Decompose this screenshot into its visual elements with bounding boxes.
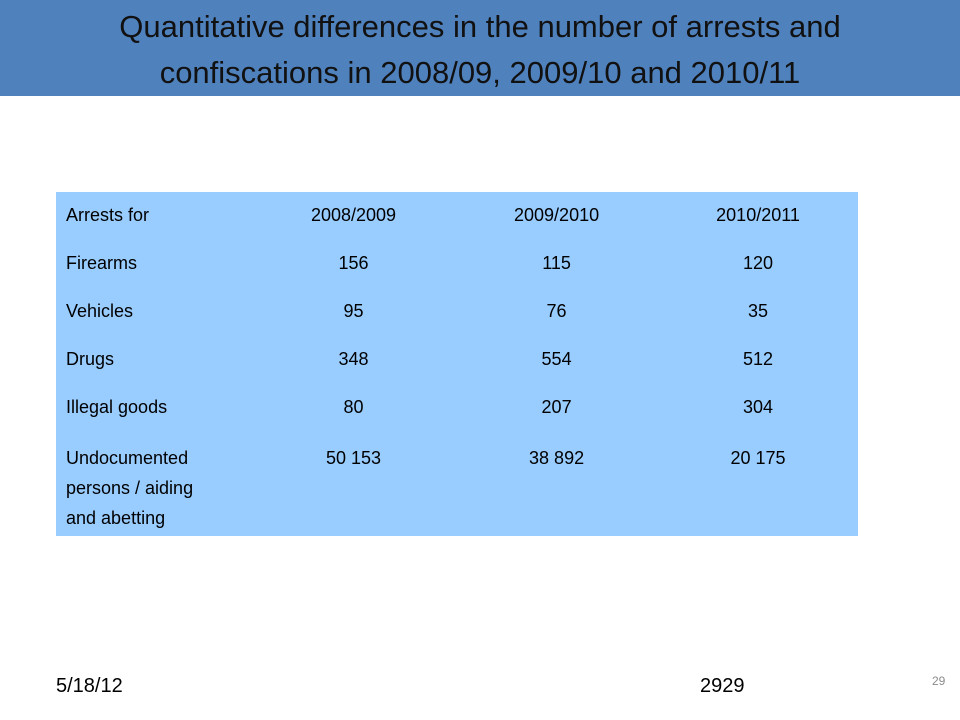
cell-2009-2010: 38 892 xyxy=(529,448,585,468)
footer-date: 5/18/12 xyxy=(56,675,123,697)
table-row-firearms: Firearms 156 115 120 xyxy=(56,240,858,288)
cell-2009-2010: 207 xyxy=(541,397,572,417)
cell-2009-2010: 76 xyxy=(546,301,567,321)
row-label-line-2: persons / aiding xyxy=(66,478,194,498)
cell-2010-2011: 512 xyxy=(743,349,774,369)
cell-2009-2010: 554 xyxy=(541,349,572,369)
row-label-line-1: Undocumented xyxy=(66,448,189,468)
row-label: Vehicles xyxy=(66,301,134,321)
cell-2008-2009: 348 xyxy=(338,349,369,369)
cell-2010-2011: 120 xyxy=(743,253,774,273)
table-row-undocumented-persons: Undocumented persons / aiding and abetti… xyxy=(56,432,858,533)
table-row-drugs: Drugs 348 554 512 xyxy=(56,336,858,384)
table-row-illegal-goods: Illegal goods 80 207 304 xyxy=(56,384,858,432)
row-label: Illegal goods xyxy=(66,397,168,417)
row-label-line-3: and abetting xyxy=(66,508,166,528)
cell-2008-2009: 156 xyxy=(338,253,369,273)
row-label: Firearms xyxy=(66,253,137,273)
footer-number: 2929 xyxy=(700,675,745,697)
row-label: Drugs xyxy=(66,349,115,369)
column-header-2009-2010: 2009/2010 xyxy=(514,205,600,225)
arrests-table: Arrests for 2008/2009 2009/2010 2010/201… xyxy=(56,192,858,536)
cell-2009-2010: 115 xyxy=(542,253,571,273)
slide-title-line-1: Quantitative differences in the number o… xyxy=(119,9,841,44)
title-bar xyxy=(0,0,960,96)
column-header-arrests-for: Arrests for xyxy=(66,205,150,225)
column-header-2010-2011: 2010/2011 xyxy=(716,205,800,225)
slide-title: Quantitative differences in the number o… xyxy=(0,4,960,96)
cell-2008-2009: 80 xyxy=(343,397,364,417)
cell-2008-2009: 50 153 xyxy=(325,448,382,468)
cell-2010-2011: 35 xyxy=(748,301,769,321)
cell-2008-2009: 95 xyxy=(343,301,364,321)
table-row-vehicles: Vehicles 95 76 35 xyxy=(56,288,858,336)
cell-2010-2011: 304 xyxy=(743,397,774,417)
slide-title-line-2: confiscations in 2008/09, 2009/10 and 20… xyxy=(159,55,801,90)
table-header-row: Arrests for 2008/2009 2009/2010 2010/201… xyxy=(56,192,858,240)
row-label: Undocumented persons / aiding and abetti… xyxy=(56,432,252,533)
cell-2010-2011: 20 175 xyxy=(730,448,786,468)
slide-number: 29 xyxy=(932,674,946,688)
column-header-2008-2009: 2008/2009 xyxy=(310,205,397,225)
